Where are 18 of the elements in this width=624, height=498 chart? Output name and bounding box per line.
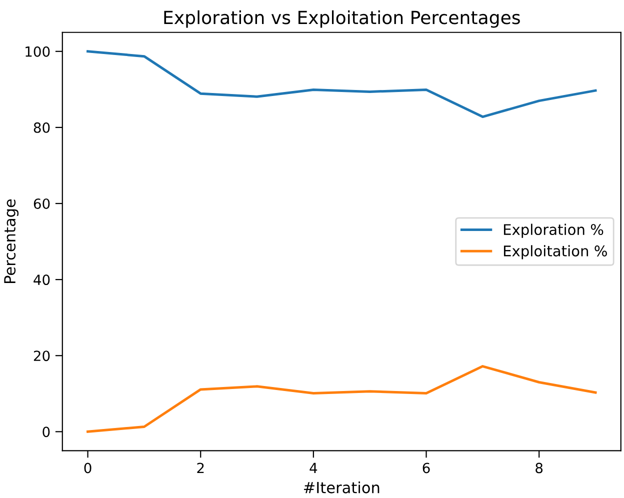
x-tick-label: 6 (422, 462, 430, 474)
line-series (86, 50, 597, 118)
chart-title: Exploration vs Exploitation Percentages (164, 10, 520, 28)
legend-label: Exploration % (504, 224, 604, 238)
line-series (86, 365, 597, 433)
y-tick-label: 40 (34, 274, 50, 286)
y-tick-label: 80 (34, 122, 50, 133)
y-tick-label: 20 (34, 350, 50, 362)
legend-label: Exploitation % (504, 245, 607, 260)
y-tick-label: 60 (34, 198, 50, 209)
x-tick-label: 4 (310, 462, 318, 474)
x-tick-label: 0 (84, 462, 92, 474)
y-tick-label: 100 (26, 46, 50, 57)
x-axis-title: #Iteration (304, 481, 380, 494)
y-tick-label: 0 (42, 426, 50, 438)
y-axis-title: Percentage (4, 199, 19, 283)
x-tick-label: 2 (197, 462, 204, 474)
x-tick-label: 8 (536, 462, 543, 474)
